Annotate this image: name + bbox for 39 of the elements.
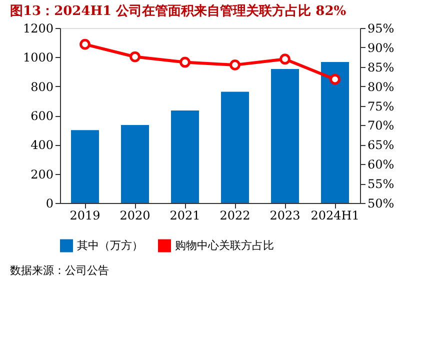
bar [121,124,149,203]
y2-tick-label: 95% [368,22,394,36]
bar [321,62,349,203]
point [330,74,340,85]
y2-tick-label: 90% [368,40,394,55]
y-tick-label: 1200 [22,22,54,36]
bar [71,130,99,203]
chart-title: 图13：2024H1 公司在管面积来自管理关联方占比 82% [10,3,347,19]
y2-tick-label: 85% [368,60,394,74]
point [80,38,90,50]
x-tick-label: 2023 [270,208,300,222]
x-tick-label: 2020 [120,208,150,222]
y2-tick-label: 60% [368,158,394,172]
point [230,60,240,70]
x-tick-label: 2019 [70,208,100,222]
y2-tick-label: 75% [368,99,394,114]
x-tick-label: 2024H1 [310,208,360,222]
bar [171,110,199,203]
bar [271,68,299,203]
legend-label: 购物中心关联方占比 [175,238,274,252]
point [180,56,190,68]
y2-tick-label: 65% [368,138,394,152]
bar [221,92,249,203]
y-tick-label: 400 [30,138,54,152]
source-note: 数据来源：公司公告 [10,264,109,277]
y2-tick-label: 80% [368,80,394,94]
point [130,51,140,62]
y2-tick-label: 70% [368,118,394,133]
y2-tick-label: 50% [368,196,394,210]
legend-label: 其中（万方） [77,238,143,252]
y-tick-label: 800 [30,80,54,94]
point [280,54,290,65]
y2-tick-label: 55% [368,177,394,192]
x-tick-label: 2022 [220,208,250,222]
y-tick-label: 1000 [22,50,54,65]
y-tick-label: 200 [30,167,54,182]
y-tick-label: 0 [46,196,54,210]
y-tick-label: 600 [30,109,54,123]
x-tick-label: 2021 [170,208,200,222]
